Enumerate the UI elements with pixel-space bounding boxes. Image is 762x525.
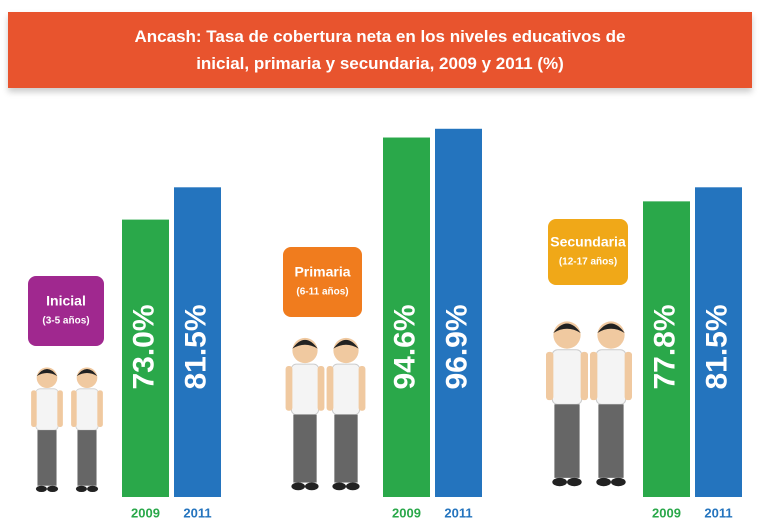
legend-year: 2009 (392, 505, 421, 520)
age-range: (3-5 años) (42, 316, 89, 327)
bar (695, 187, 742, 498)
legend-year: 2009 (131, 505, 160, 520)
bar (643, 201, 690, 498)
legend-year: 2009 (652, 505, 681, 520)
legend-year: 2011 (444, 505, 472, 520)
bar (122, 219, 169, 497)
category-badge (28, 276, 104, 346)
chart-title: Ancash: Tasa de cobertura neta en los ni… (134, 27, 626, 73)
value-label: 94.6% (388, 304, 421, 389)
category-badge (548, 219, 628, 285)
value-label: 96.9% (440, 304, 473, 389)
legend-year: 2011 (704, 505, 732, 520)
bar (174, 187, 221, 498)
value-label: 81.5% (700, 304, 733, 389)
category-label: Inicial (46, 293, 86, 309)
age-range: (6-11 años) (296, 287, 348, 298)
legend-year: 2011 (183, 505, 211, 520)
category-label: Secundaria (550, 234, 626, 250)
bar (383, 137, 430, 497)
value-label: 73.0% (127, 304, 160, 389)
children-illustrations (30, 320, 632, 493)
value-label: 77.8% (648, 304, 681, 389)
category-badge (283, 247, 362, 317)
bar (435, 128, 482, 497)
age-range: (12-17 años) (559, 257, 617, 268)
value-label: 81.5% (179, 304, 212, 389)
category-label: Primaria (294, 264, 350, 280)
title-banner: Ancash: Tasa de cobertura neta en los ni… (8, 12, 752, 88)
